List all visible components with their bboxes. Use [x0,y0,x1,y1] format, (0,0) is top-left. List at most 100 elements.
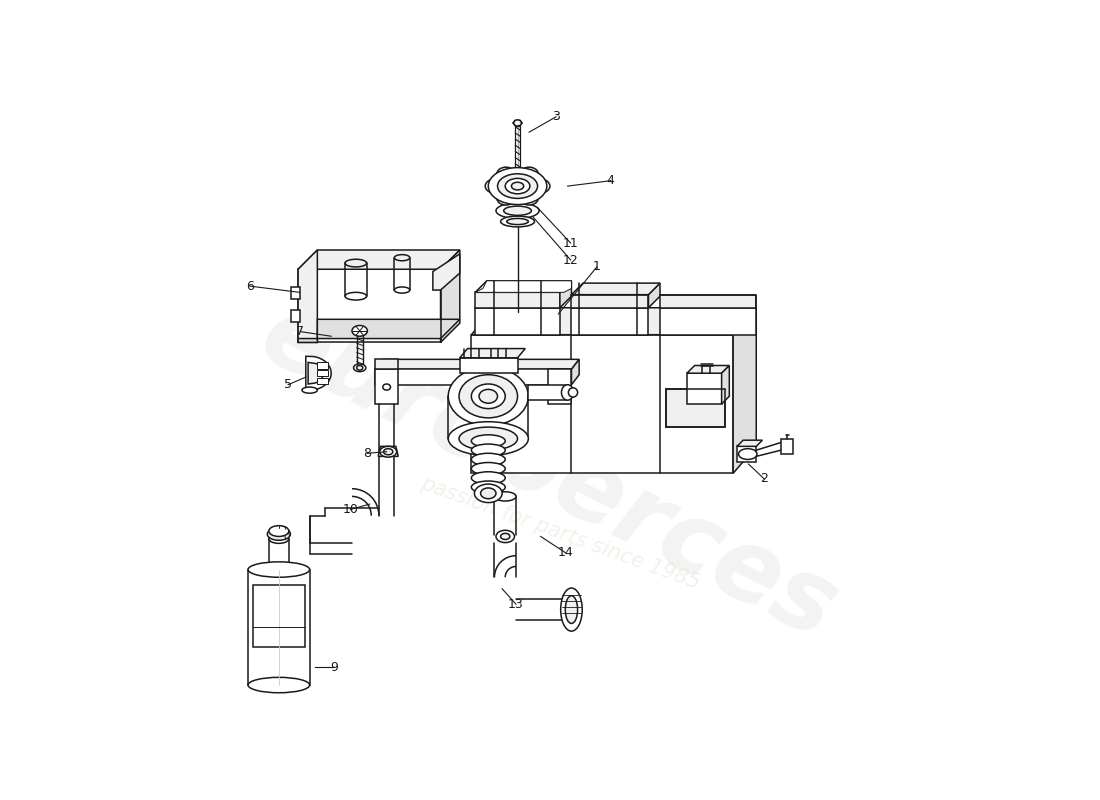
Ellipse shape [471,462,505,475]
Ellipse shape [531,179,550,193]
Polygon shape [298,319,460,342]
Text: 12: 12 [563,254,579,266]
Polygon shape [528,385,568,400]
Text: 4: 4 [607,174,615,187]
Polygon shape [572,294,649,308]
Polygon shape [318,370,328,376]
Ellipse shape [504,206,531,215]
Ellipse shape [356,366,363,370]
Polygon shape [572,359,580,385]
Text: 14: 14 [558,546,573,559]
Ellipse shape [481,488,496,498]
Polygon shape [308,362,323,384]
Ellipse shape [352,326,367,336]
Text: 1: 1 [593,261,601,274]
Text: 10: 10 [342,503,359,516]
Polygon shape [318,378,328,384]
Ellipse shape [345,292,366,300]
Ellipse shape [485,179,504,193]
Ellipse shape [449,422,528,455]
Ellipse shape [301,387,317,394]
Ellipse shape [507,218,528,225]
Ellipse shape [488,168,547,205]
Polygon shape [249,570,310,685]
Polygon shape [375,359,580,370]
Text: 11: 11 [563,237,579,250]
Ellipse shape [345,259,366,267]
Ellipse shape [496,530,515,542]
Polygon shape [460,358,517,373]
Ellipse shape [471,434,505,447]
Ellipse shape [497,191,515,205]
Ellipse shape [471,444,505,456]
Ellipse shape [459,427,518,450]
Polygon shape [722,366,729,404]
Polygon shape [475,308,560,334]
Ellipse shape [353,364,366,372]
Polygon shape [306,356,331,390]
Polygon shape [298,250,460,270]
Polygon shape [375,359,398,370]
Polygon shape [667,389,726,427]
Ellipse shape [449,367,528,426]
Ellipse shape [268,534,289,543]
Text: 6: 6 [246,280,254,293]
Polygon shape [660,294,757,308]
Polygon shape [440,250,460,342]
Text: 5: 5 [284,378,293,391]
Text: 2: 2 [760,472,768,485]
Polygon shape [781,438,793,454]
Ellipse shape [496,203,539,218]
Polygon shape [686,373,722,404]
Ellipse shape [459,374,518,418]
Ellipse shape [514,120,521,126]
Polygon shape [472,334,733,474]
Text: 8: 8 [363,446,372,460]
Polygon shape [548,370,572,404]
Text: passion for parts since 1985: passion for parts since 1985 [418,474,702,594]
Polygon shape [460,349,526,358]
Ellipse shape [561,385,574,400]
Polygon shape [737,440,762,446]
Polygon shape [572,283,660,294]
Polygon shape [292,310,300,322]
Text: 7: 7 [296,325,305,338]
Ellipse shape [505,178,530,194]
Polygon shape [292,287,300,299]
Polygon shape [733,308,757,474]
Ellipse shape [512,182,524,190]
Ellipse shape [497,174,538,198]
Polygon shape [375,370,572,385]
Text: 9: 9 [330,661,338,674]
Ellipse shape [520,167,538,181]
Ellipse shape [738,449,757,459]
Text: 3: 3 [552,110,560,123]
Polygon shape [472,308,757,334]
Polygon shape [475,292,560,308]
Ellipse shape [500,534,510,539]
Ellipse shape [561,588,582,631]
Ellipse shape [379,446,397,457]
Polygon shape [318,362,328,369]
Ellipse shape [471,384,505,409]
Polygon shape [298,250,318,342]
Ellipse shape [471,472,505,484]
Polygon shape [475,281,572,292]
Polygon shape [433,254,460,290]
Ellipse shape [520,191,538,205]
Polygon shape [572,308,649,334]
Polygon shape [378,446,398,456]
Ellipse shape [383,384,390,390]
Polygon shape [253,585,305,646]
Ellipse shape [395,254,409,261]
Ellipse shape [471,481,505,494]
Ellipse shape [500,216,535,227]
Polygon shape [475,281,572,292]
Ellipse shape [249,678,310,693]
Polygon shape [375,370,398,404]
Ellipse shape [478,390,497,403]
Ellipse shape [569,388,578,397]
Polygon shape [298,270,440,342]
Ellipse shape [268,526,289,537]
Polygon shape [686,366,729,373]
